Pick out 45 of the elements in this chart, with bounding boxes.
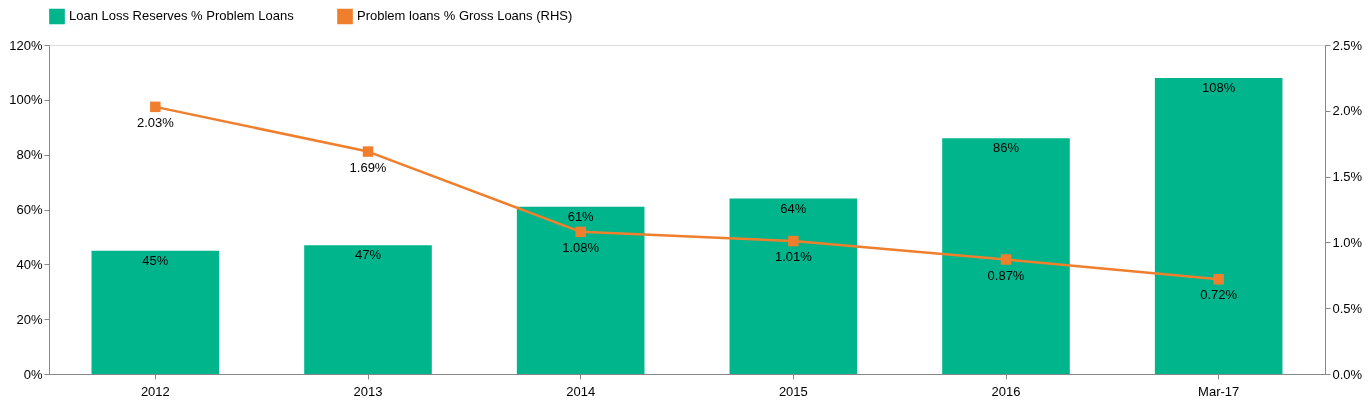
x-tick-label: Mar-17 bbox=[1198, 383, 1240, 399]
point bbox=[575, 226, 586, 238]
y-tick-label: 40% bbox=[16, 256, 43, 272]
data-label: 47% bbox=[354, 247, 382, 263]
bar bbox=[304, 245, 432, 374]
y-tick-label: 120% bbox=[9, 37, 43, 53]
x-tick-label: 2013 bbox=[353, 383, 383, 399]
point bbox=[788, 235, 799, 247]
point bbox=[150, 101, 161, 113]
data-label: 0.72% bbox=[1200, 287, 1238, 303]
bar bbox=[729, 198, 858, 374]
data-label: 1.01% bbox=[774, 249, 813, 265]
x-tick-label: 2015 bbox=[778, 383, 808, 399]
data-label: 1.08% bbox=[562, 239, 600, 255]
data-label: 0.87% bbox=[987, 267, 1025, 283]
x-tick-label: 2016 bbox=[991, 383, 1021, 399]
x-tick-label: 2012 bbox=[140, 383, 170, 399]
y2-tick-label: 1.0% bbox=[1332, 234, 1363, 250]
point bbox=[1000, 254, 1012, 265]
bar bbox=[516, 206, 645, 374]
bar bbox=[91, 250, 220, 374]
data-label: 64% bbox=[780, 200, 807, 216]
data-label: 1.69% bbox=[349, 159, 387, 175]
data-label: 108% bbox=[1202, 79, 1236, 95]
y-tick-label: 80% bbox=[16, 147, 43, 163]
point bbox=[362, 146, 374, 157]
data-label: 2.03% bbox=[136, 114, 175, 130]
data-label: 45% bbox=[142, 252, 169, 268]
legend-label: Loan Loss Reserves % Problem Loans bbox=[69, 8, 295, 24]
data-label: 86% bbox=[992, 140, 1020, 156]
y-tick-label: 60% bbox=[16, 202, 43, 217]
y2-tick-label: 0.5% bbox=[1332, 300, 1363, 316]
legend-label: Problem loans % Gross Loans (RHS) bbox=[357, 8, 573, 24]
bar bbox=[942, 138, 1070, 374]
bar bbox=[1154, 77, 1283, 374]
y2-tick-label: 2.0% bbox=[1332, 103, 1363, 119]
y-tick-label: 100% bbox=[9, 92, 43, 108]
y-tick-label: 0% bbox=[23, 366, 43, 382]
point bbox=[1213, 274, 1224, 285]
x-tick-label: 2014 bbox=[566, 383, 596, 399]
data-label: 61% bbox=[567, 208, 595, 224]
y2-tick-label: 1.5% bbox=[1332, 169, 1363, 185]
y2-tick-label: 2.5% bbox=[1332, 37, 1363, 53]
y-tick-label: 20% bbox=[16, 311, 43, 327]
y2-tick-label: 0.0% bbox=[1332, 366, 1363, 382]
